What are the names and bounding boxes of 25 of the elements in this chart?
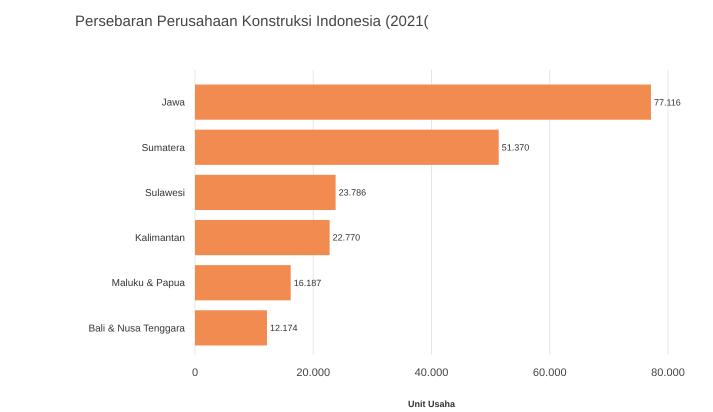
chart-title: Persebaran Perusahaan Konstruksi Indonesia (2021( <box>75 13 429 30</box>
x-tick-label: 20.000 <box>296 367 330 379</box>
data-label: 51.370 <box>502 142 530 152</box>
bar <box>195 84 651 120</box>
bar <box>195 220 330 256</box>
x-axis-title: Unit Usaha <box>408 399 456 409</box>
data-label: 16.187 <box>294 278 322 288</box>
y-tick-label: Sulawesi <box>144 188 185 199</box>
x-tick-label: 60.000 <box>532 367 567 379</box>
y-tick-label: Jawa <box>162 98 186 109</box>
x-tick-label: 80.000 <box>651 367 685 379</box>
y-tick-label: Maluku & Papua <box>112 278 186 290</box>
bar <box>195 130 499 165</box>
data-label: 12.174 <box>270 323 298 334</box>
y-tick-label: Sumatera <box>142 142 186 154</box>
data-label: 23.786 <box>338 188 366 198</box>
y-tick-label: Kalimantan <box>134 233 185 244</box>
bar <box>195 310 267 346</box>
x-tick-label: 0 <box>192 367 198 379</box>
x-tick-label: 40.000 <box>414 367 448 379</box>
data-label: 77.116 <box>654 97 681 108</box>
bar <box>195 174 336 210</box>
data-label: 22.770 <box>332 232 360 243</box>
bar <box>195 265 291 300</box>
y-tick-label: Bali & Nusa Tenggara <box>88 323 186 334</box>
